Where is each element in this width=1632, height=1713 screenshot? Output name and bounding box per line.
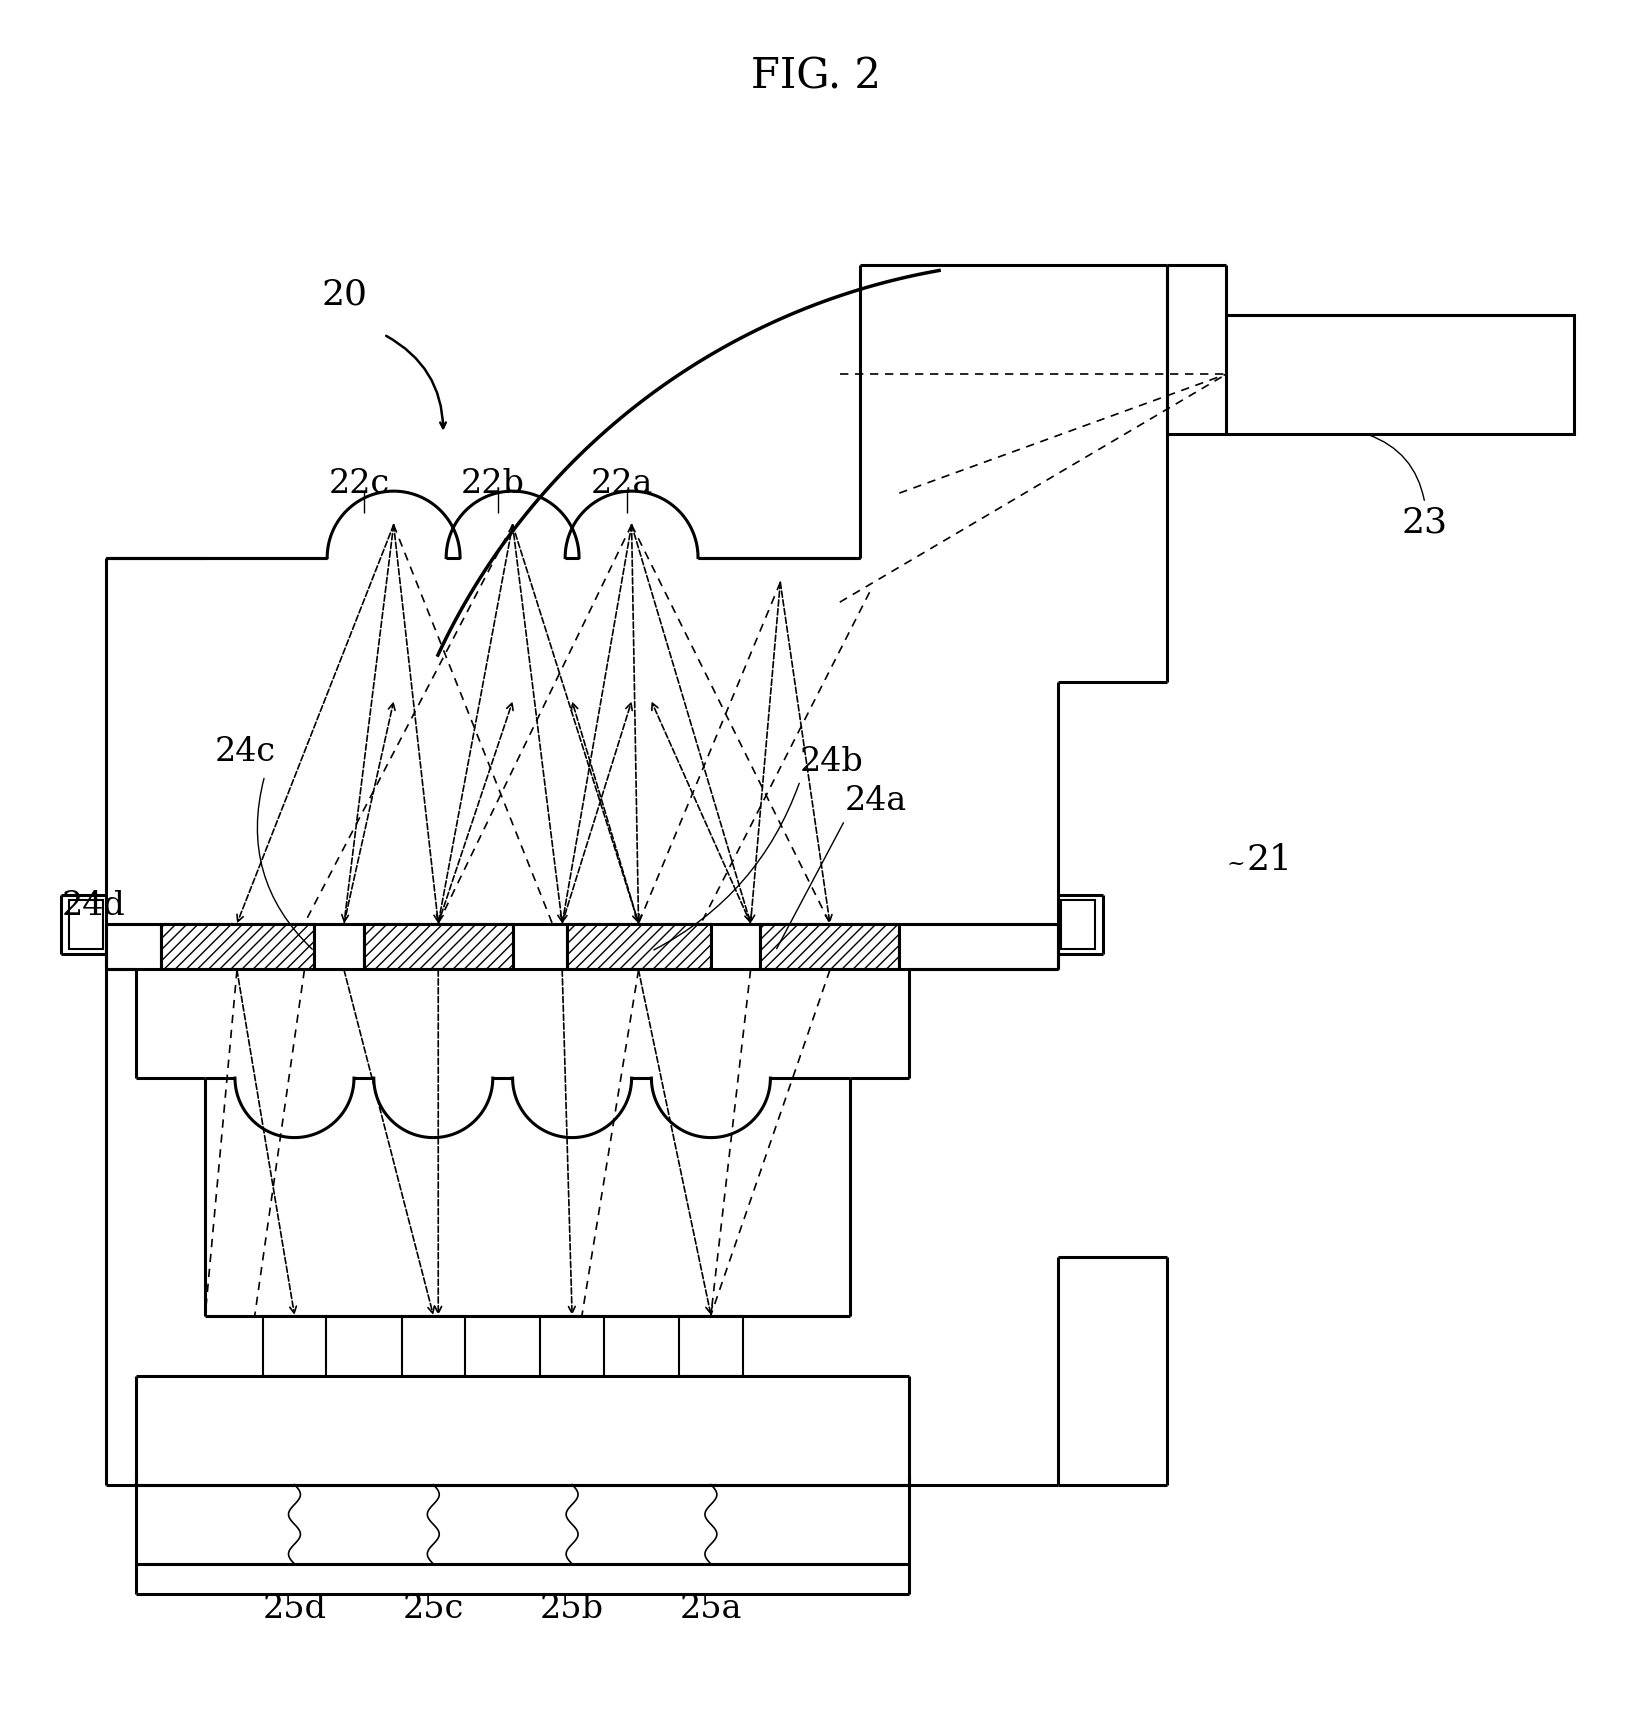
Text: 24d: 24d [62, 889, 126, 922]
Text: 25b: 25b [540, 1593, 604, 1626]
Bar [160, 925, 313, 970]
Bar [263, 1316, 326, 1376]
Text: 25d: 25d [263, 1593, 326, 1626]
Bar [1226, 315, 1573, 433]
Text: 24c: 24c [215, 737, 276, 767]
Bar [70, 899, 103, 949]
Text: 24a: 24a [844, 785, 906, 817]
Text: 22b: 22b [460, 468, 524, 500]
Text: 22c: 22c [328, 468, 390, 500]
Bar [540, 1316, 604, 1376]
Text: 21: 21 [1245, 843, 1291, 877]
Text: 25a: 25a [679, 1593, 741, 1626]
Text: 23: 23 [1400, 505, 1448, 540]
Text: 20: 20 [322, 278, 367, 312]
Text: 25c: 25c [403, 1593, 463, 1626]
Bar [566, 925, 710, 970]
Bar [679, 1316, 743, 1376]
Bar [761, 925, 899, 970]
Bar [364, 925, 512, 970]
Bar [1061, 899, 1093, 949]
Text: ~: ~ [1226, 853, 1244, 875]
Text: 24b: 24b [800, 745, 863, 778]
Bar [401, 1316, 465, 1376]
Text: FIG. 2: FIG. 2 [751, 57, 881, 98]
Text: 22a: 22a [591, 468, 653, 500]
